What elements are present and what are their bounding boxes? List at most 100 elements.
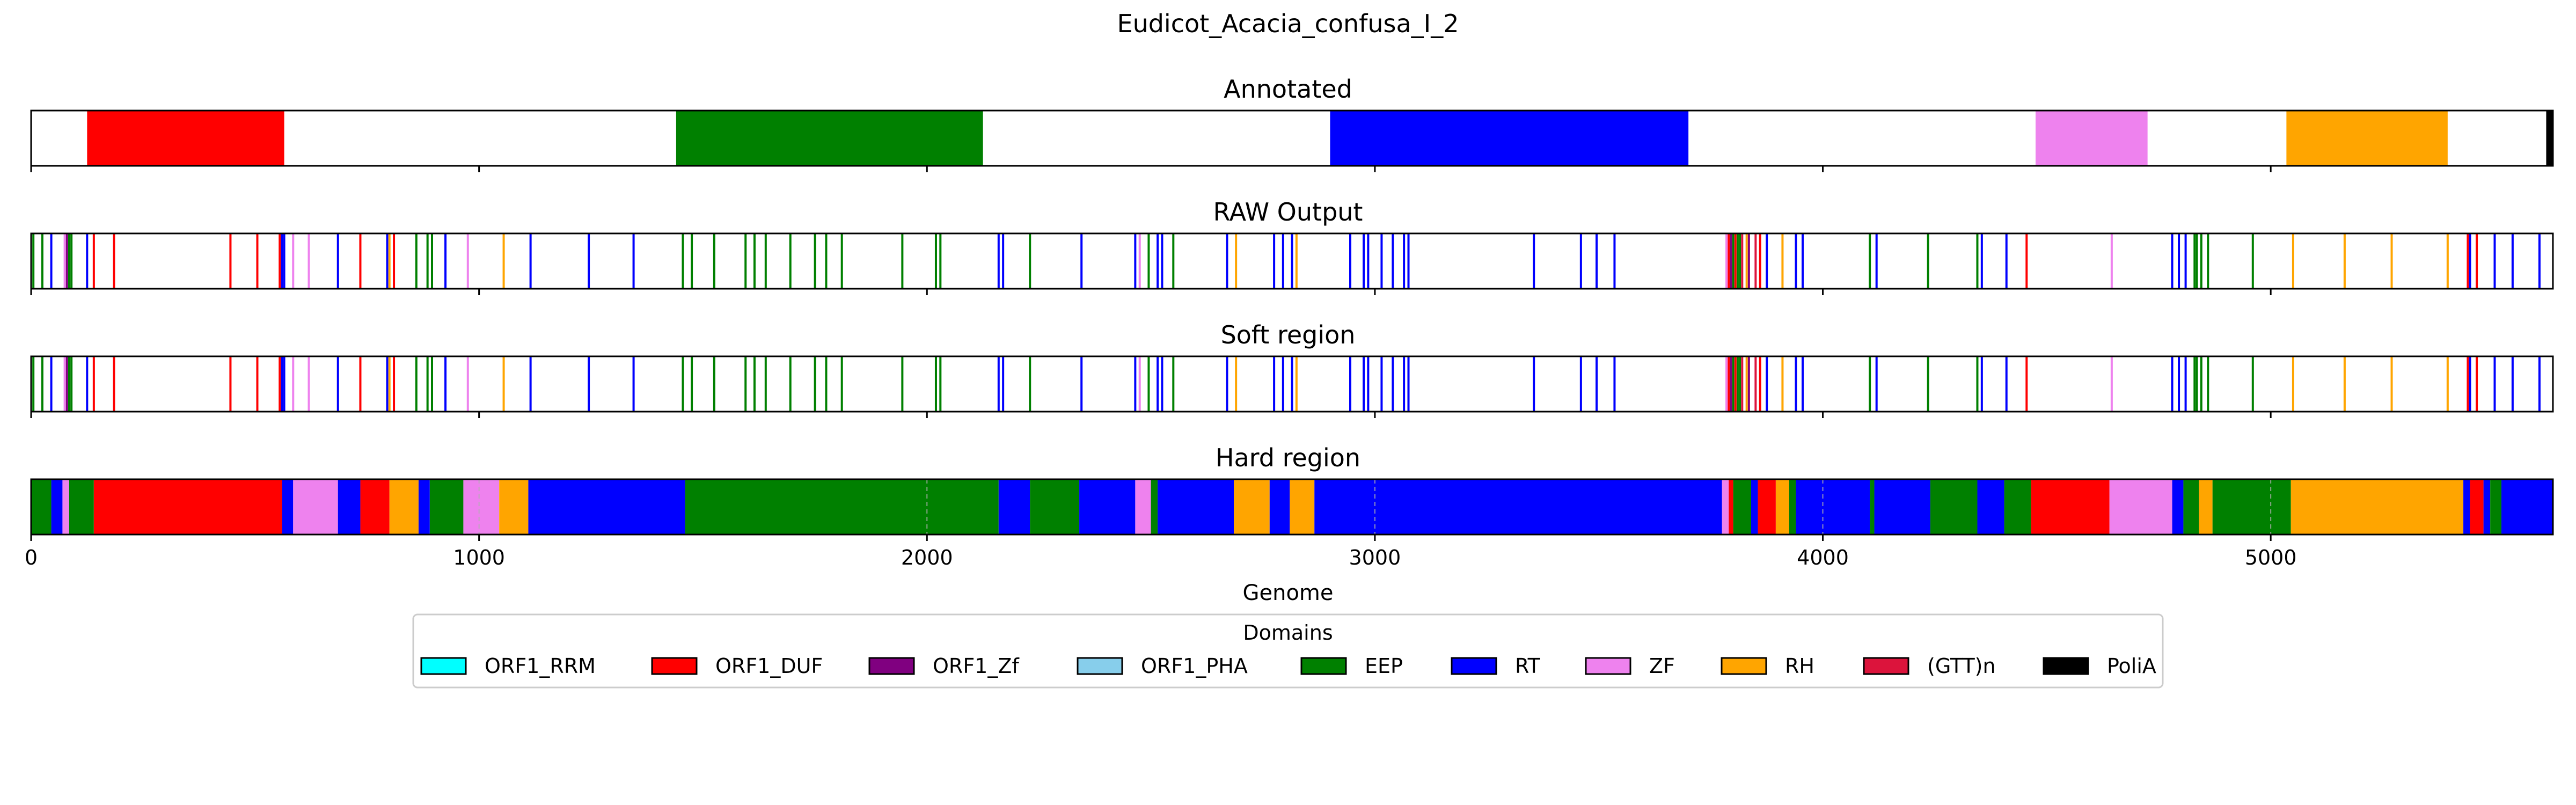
segment-eep [429,479,464,535]
segment-eep [676,111,983,166]
legend-entry-orf1-pha: ORF1_PHA [1077,654,1248,678]
panel-title: Hard region [1216,443,1360,472]
segment-orf1-duf [2031,479,2110,535]
legend-swatch [1300,657,1347,675]
legend-label: RH [1785,654,1814,678]
segment-rt [1269,479,1290,535]
x-tick-label: 2000 [901,546,953,569]
legend-swatch [868,657,915,675]
segment-zf [62,479,69,535]
segment-orf1-duf [93,479,282,535]
legend-swatch [651,657,698,675]
segment-eep [1930,479,1978,535]
panel-raw-output: RAW Output [30,197,2554,295]
segment-orf1-duf [2470,479,2484,535]
x-tick-label: 0 [25,546,38,569]
legend-entry-zf: ZF [1585,654,1675,678]
x-tick-label: 3000 [1349,546,1401,569]
segment-zf [1135,479,1151,535]
segment-rt [418,479,430,535]
panels: Annotated RAW Output Soft region Hard regio… [30,75,2554,541]
legend-entry-orf1-duf: ORF1_DUF [651,654,823,678]
legend-label: ZF [1649,654,1675,678]
segment-rh [389,479,419,535]
legend-swatch [1451,657,1497,675]
segment-eep [685,479,999,535]
legend-title: Domains [1243,621,1333,645]
legend-label: ORF1_Zf [933,654,1020,678]
segment-eep [1870,479,1875,535]
panel-title: RAW Output [1213,197,1363,226]
legend-label: (GTT)n [1927,654,1996,678]
segment-orf1-duf [1729,479,1733,535]
panel-hard-region: Hard region [30,443,2554,541]
segment-rh [2286,111,2448,166]
segment-rt [1079,479,1136,535]
segment-rt [1330,111,1689,166]
segment-rt [1977,479,2004,535]
legend-entry-orf1-rrm: ORF1_RRM [420,654,596,678]
segment-rt [1314,479,1722,535]
segment-rh [2199,479,2213,535]
panel-frame [30,109,2554,167]
x-tick-label: 5000 [2245,546,2297,569]
segment-rh [1233,479,1270,535]
legend-swatch [1585,657,1631,675]
legend-label: EEP [1365,654,1403,678]
legend-entry-orf1-zf: ORF1_Zf [868,654,1020,678]
segment-polia [2546,111,2553,166]
segment-zf [463,479,500,535]
panel-background [31,111,2553,166]
legend-swatch [1863,657,1909,675]
segment-eep [1030,479,1080,535]
panel-soft-region: Soft region [30,320,2554,418]
legend-entry-rt: RT [1451,654,1541,678]
legend-entry-eep: EEP [1300,654,1403,678]
segment-eep [2183,479,2199,535]
segment-eep [1733,479,1752,535]
segment-eep [31,479,52,535]
segment-zf [2035,111,2148,166]
legend-swatch [1721,657,1767,675]
legend-entry-rh: RH [1721,654,1814,678]
segment-rt [51,479,63,535]
segment-eep [69,479,94,535]
segment-rh [1775,479,1789,535]
panel-frame [30,355,2554,413]
segment-rt [2463,479,2470,535]
segment-eep [2490,479,2502,535]
segment-rt [1874,479,1930,535]
segment-rt [528,479,685,535]
segment-eep [2004,479,2031,535]
legend: Domains ORF1_RRM ORF1_DUF ORF1_Zf ORF1_PHA E… [412,613,2164,689]
panel-frame [30,232,2554,290]
segment-rh [2290,479,2464,535]
segment-rt [1751,479,1758,535]
segment-rh [499,479,529,535]
panel-frame [30,478,2554,536]
panel-title: Annotated [1224,75,1352,104]
segment-rt [2172,479,2184,535]
panel-title: Soft region [1221,320,1356,349]
x-tick-label: 1000 [453,546,505,569]
segment-rt [338,479,361,535]
segment-rt [1158,479,1234,535]
legend-entry-gtt-n: (GTT)n [1863,654,1996,678]
legend-label: ORF1_PHA [1141,654,1248,678]
segment-eep [1789,479,1796,535]
segment-zf [2109,479,2172,535]
legend-label: RT [1515,654,1541,678]
panel-annotated: Annotated [30,75,2554,172]
segment-orf1-duf [360,479,390,535]
legend-swatch [2043,657,2089,675]
segment-rt [2501,479,2553,535]
segment-zf [1722,479,1729,535]
x-tick-label: 4000 [1797,546,1849,569]
legend-entries: ORF1_RRM ORF1_DUF ORF1_Zf ORF1_PHA EEP RT ZF RH… [420,654,2156,678]
x-axis: 0 1000 2000 3000 4000 5000 [25,546,2297,569]
segment-rt [282,479,294,535]
figure-title: Eudicot_Acacia_confusa_I_2 [1117,9,1459,38]
legend-entry-polia: PoliA [2043,654,2156,678]
legend-label: ORF1_DUF [715,654,823,678]
